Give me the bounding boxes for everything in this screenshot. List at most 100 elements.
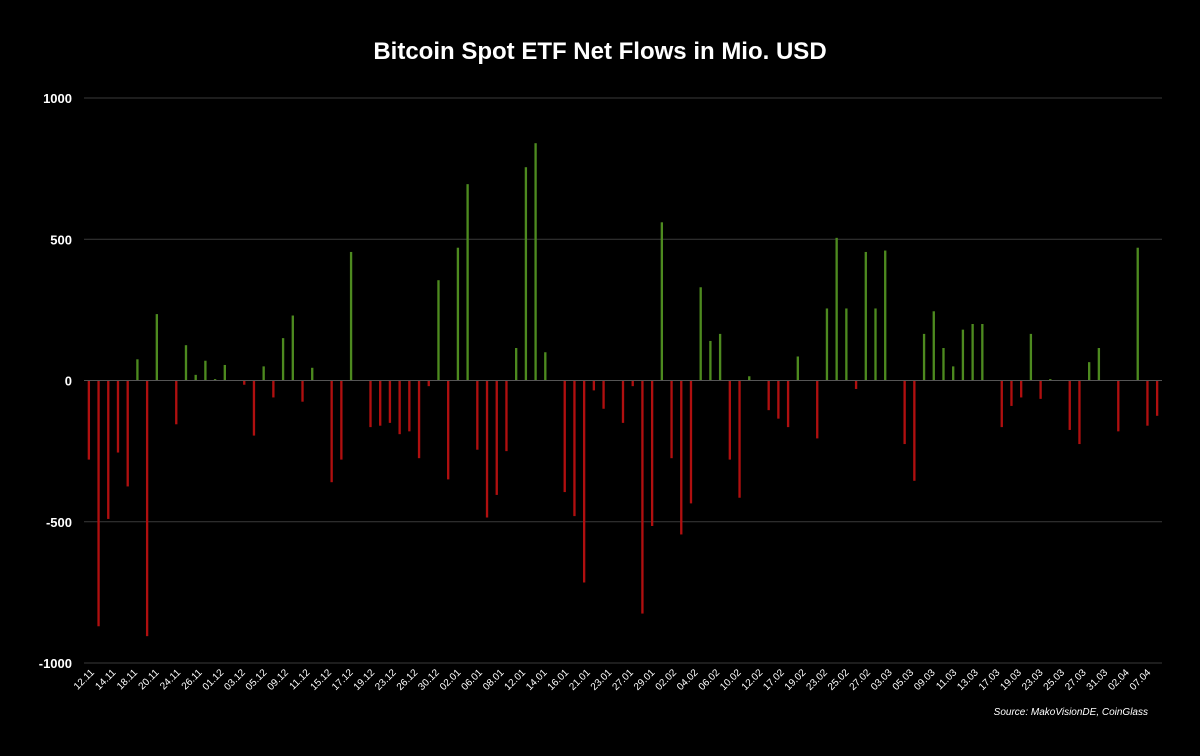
x-tick-label: 14.01 bbox=[524, 667, 550, 693]
bar bbox=[981, 324, 984, 381]
x-tick-label: 08.01 bbox=[481, 667, 507, 693]
bar bbox=[796, 356, 799, 381]
bar bbox=[379, 380, 382, 426]
bar bbox=[1146, 380, 1149, 426]
x-tick-label: 24.11 bbox=[158, 667, 183, 692]
x-tick-label: 05.03 bbox=[891, 667, 917, 693]
bar bbox=[524, 167, 528, 381]
bar bbox=[942, 348, 945, 381]
x-tick-label: 12.01 bbox=[503, 667, 529, 693]
bar bbox=[777, 380, 780, 419]
bar bbox=[816, 380, 819, 439]
bar bbox=[544, 352, 547, 381]
bar bbox=[1049, 379, 1052, 381]
bar bbox=[689, 380, 693, 504]
bar bbox=[874, 308, 877, 381]
bar bbox=[602, 380, 605, 409]
bar bbox=[864, 251, 867, 381]
x-tick-label: 27.02 bbox=[848, 667, 874, 693]
bar bbox=[515, 348, 518, 381]
bar bbox=[272, 380, 275, 398]
bar bbox=[126, 380, 129, 487]
x-tick-label: 30.12 bbox=[416, 667, 442, 693]
x-tick-label: 12.02 bbox=[740, 667, 766, 693]
x-tick-label: 25.02 bbox=[826, 667, 852, 693]
y-tick-label: -1000 bbox=[39, 656, 72, 671]
y-tick-label: 1000 bbox=[43, 91, 72, 106]
bar bbox=[116, 380, 120, 453]
bar bbox=[952, 366, 955, 381]
bar bbox=[505, 380, 508, 452]
x-tick-label: 03.03 bbox=[869, 667, 895, 693]
bar bbox=[349, 251, 353, 381]
x-tick-label: 10.02 bbox=[718, 667, 744, 693]
bar bbox=[175, 380, 178, 425]
x-tick-label: 02.04 bbox=[1106, 667, 1132, 693]
x-tick-label: 09.12 bbox=[265, 667, 291, 693]
x-tick-label: 19.12 bbox=[352, 667, 378, 693]
x-tick-label: 03.12 bbox=[222, 667, 248, 693]
bar bbox=[534, 143, 537, 381]
bar bbox=[1117, 380, 1120, 432]
bar bbox=[243, 380, 246, 385]
x-tick-label: 17.02 bbox=[761, 667, 787, 693]
bar bbox=[738, 380, 741, 498]
x-tick-label: 05.12 bbox=[244, 667, 270, 693]
bar bbox=[670, 380, 673, 459]
bar bbox=[87, 380, 91, 460]
x-tick-label: 29.01 bbox=[632, 667, 658, 693]
x-tick-label: 26.11 bbox=[180, 667, 205, 692]
bar bbox=[660, 222, 664, 381]
bar bbox=[369, 380, 372, 428]
bar bbox=[709, 340, 712, 381]
bar bbox=[456, 247, 460, 381]
y-tick-label: 500 bbox=[50, 232, 72, 247]
x-tick-label: 23.01 bbox=[589, 667, 615, 693]
bar bbox=[932, 311, 935, 381]
bar bbox=[145, 380, 149, 637]
bar bbox=[155, 314, 158, 381]
bar bbox=[194, 374, 197, 381]
bar bbox=[476, 380, 479, 450]
bar bbox=[388, 380, 392, 423]
x-tick-label: 09.03 bbox=[912, 667, 938, 693]
bar bbox=[845, 308, 848, 381]
bar bbox=[699, 287, 702, 381]
chart-title: Bitcoin Spot ETF Net Flows in Mio. USD bbox=[373, 38, 827, 65]
y-tick-label: 0 bbox=[65, 374, 72, 389]
bar bbox=[913, 380, 916, 481]
bar bbox=[1155, 380, 1159, 416]
x-tick-label: 01.12 bbox=[201, 667, 227, 693]
bar bbox=[728, 380, 731, 460]
bar bbox=[1000, 380, 1003, 428]
bar bbox=[311, 367, 314, 381]
x-tick-label: 26.12 bbox=[395, 667, 421, 693]
x-axis-tick-labels: 12.1114.1118.1120.1124.1126.1101.1203.12… bbox=[72, 667, 1154, 693]
bar bbox=[1136, 247, 1139, 381]
x-tick-label: 27.01 bbox=[610, 667, 636, 693]
bar bbox=[495, 380, 498, 495]
x-tick-label: 20.11 bbox=[137, 667, 162, 692]
x-tick-label: 02.02 bbox=[654, 667, 680, 693]
bar bbox=[223, 364, 226, 381]
x-tick-label: 02.01 bbox=[438, 667, 464, 693]
x-tick-label: 14.11 bbox=[94, 667, 119, 692]
bar bbox=[786, 380, 790, 428]
x-tick-label: 19.03 bbox=[999, 667, 1025, 693]
x-tick-label: 07.04 bbox=[1128, 667, 1154, 693]
bar bbox=[1097, 348, 1101, 381]
bars bbox=[87, 143, 1159, 637]
x-tick-label: 06.01 bbox=[460, 667, 486, 693]
x-tick-label: 12.11 bbox=[72, 667, 97, 692]
x-tick-label: 23.12 bbox=[373, 667, 399, 693]
bar bbox=[281, 338, 285, 381]
bar bbox=[408, 380, 411, 432]
x-tick-label: 31.03 bbox=[1085, 667, 1111, 693]
bar bbox=[641, 380, 644, 614]
bar bbox=[650, 380, 654, 526]
bar bbox=[718, 333, 722, 381]
bar bbox=[621, 380, 625, 423]
bar bbox=[427, 380, 430, 387]
source-note: Source: MakoVisionDE, CoinGlass bbox=[993, 707, 1148, 718]
